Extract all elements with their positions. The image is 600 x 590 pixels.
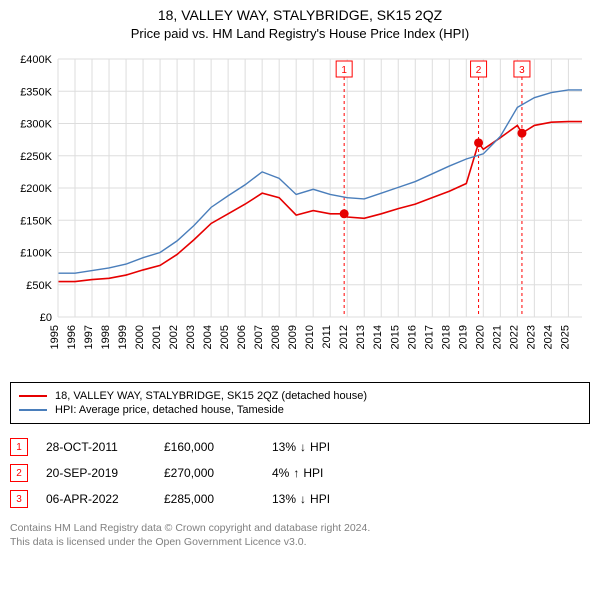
- x-tick-label: 1995: [49, 325, 61, 349]
- event-vs-hpi: 4%↑HPI: [272, 466, 382, 480]
- svg-text:£300K: £300K: [20, 119, 52, 131]
- x-tick-label: 1996: [66, 325, 78, 349]
- event-index-box: 2: [10, 464, 28, 482]
- x-tick-label: 2015: [389, 325, 401, 349]
- svg-text:1: 1: [341, 65, 347, 76]
- x-tick-label: 1997: [83, 325, 95, 349]
- svg-text:£350K: £350K: [20, 86, 52, 98]
- x-tick-label: 2019: [457, 325, 469, 349]
- x-tick-label: 2014: [372, 325, 384, 349]
- events-table: 1 28-OCT-2011 £160,000 13%↓HPI 2 20-SEP-2019 £…: [10, 434, 590, 512]
- sale-dot: [340, 209, 349, 218]
- x-tick-label: 1998: [100, 325, 112, 349]
- event-date: 28-OCT-2011: [46, 440, 146, 454]
- event-vs-hpi: 13%↓HPI: [272, 440, 382, 454]
- legend: 18, VALLEY WAY, STALYBRIDGE, SK15 2QZ (d…: [10, 382, 590, 424]
- event-price: £285,000: [164, 492, 254, 506]
- legend-swatch: [19, 395, 47, 397]
- x-tick-label: 2008: [270, 325, 282, 349]
- arrow-up-icon: ↑: [293, 466, 299, 480]
- price-chart: £0 £50K £100K £150K £200K £250K £300K £350K £400…: [10, 49, 590, 374]
- x-tick-label: 2022: [508, 325, 520, 349]
- svg-text:£100K: £100K: [20, 248, 52, 260]
- x-tick-label: 2006: [236, 325, 248, 349]
- event-vs-hpi: 13%↓HPI: [272, 492, 382, 506]
- series-hpi: [58, 90, 582, 273]
- x-tick-label: 2012: [338, 325, 350, 349]
- x-tick-label: 2023: [525, 325, 537, 349]
- arrow-down-icon: ↓: [300, 440, 306, 454]
- sale-dot: [517, 129, 526, 138]
- legend-item: HPI: Average price, detached house, Tame…: [19, 403, 581, 417]
- x-tick-label: 2024: [542, 325, 554, 349]
- x-tick-label: 2005: [219, 325, 231, 349]
- x-tick-label: 2025: [559, 325, 571, 349]
- legend-label: HPI: Average price, detached house, Tame…: [55, 404, 284, 416]
- event-index-box: 1: [10, 438, 28, 456]
- svg-text:£400K: £400K: [20, 54, 52, 66]
- attribution-line: Contains HM Land Registry data © Crown c…: [10, 522, 590, 536]
- legend-swatch: [19, 409, 47, 411]
- x-tick-label: 2021: [491, 325, 503, 349]
- sale-dot: [474, 139, 483, 148]
- x-tick-label: 2010: [304, 325, 316, 349]
- legend-label: 18, VALLEY WAY, STALYBRIDGE, SK15 2QZ (d…: [55, 390, 367, 402]
- event-index-box: 3: [10, 490, 28, 508]
- x-tick-label: 2001: [151, 325, 163, 349]
- attribution-line: This data is licensed under the Open Gov…: [10, 536, 590, 550]
- x-tick-label: 2009: [287, 325, 299, 349]
- event-price: £270,000: [164, 466, 254, 480]
- x-tick-label: 2011: [321, 325, 333, 349]
- event-row: 3 06-APR-2022 £285,000 13%↓HPI: [10, 486, 590, 512]
- svg-text:£50K: £50K: [26, 280, 52, 292]
- x-tick-label: 2002: [168, 325, 180, 349]
- series-property: [58, 122, 582, 282]
- event-date: 06-APR-2022: [46, 492, 146, 506]
- event-date: 20-SEP-2019: [46, 466, 146, 480]
- svg-text:£200K: £200K: [20, 183, 52, 195]
- svg-text:£0: £0: [40, 312, 52, 324]
- legend-item: 18, VALLEY WAY, STALYBRIDGE, SK15 2QZ (d…: [19, 389, 581, 403]
- event-row: 2 20-SEP-2019 £270,000 4%↑HPI: [10, 460, 590, 486]
- event-price: £160,000: [164, 440, 254, 454]
- page-title: 18, VALLEY WAY, STALYBRIDGE, SK15 2QZ: [0, 6, 600, 24]
- svg-text:2: 2: [476, 65, 482, 76]
- x-tick-label: 2007: [253, 325, 265, 349]
- attribution: Contains HM Land Registry data © Crown c…: [10, 522, 590, 549]
- svg-text:£150K: £150K: [20, 215, 52, 227]
- svg-text:£250K: £250K: [20, 151, 52, 163]
- x-tick-label: 2017: [423, 325, 435, 349]
- x-tick-label: 2013: [355, 325, 367, 349]
- event-row: 1 28-OCT-2011 £160,000 13%↓HPI: [10, 434, 590, 460]
- x-tick-label: 2020: [474, 325, 486, 349]
- svg-text:3: 3: [519, 65, 525, 76]
- x-tick-label: 2018: [440, 325, 452, 349]
- x-tick-label: 2016: [406, 325, 418, 349]
- arrow-down-icon: ↓: [300, 492, 306, 506]
- x-tick-label: 2004: [202, 325, 214, 349]
- x-tick-label: 2003: [185, 325, 197, 349]
- x-tick-label: 1999: [117, 325, 129, 349]
- x-tick-label: 2000: [134, 325, 146, 349]
- page-subtitle: Price paid vs. HM Land Registry's House …: [0, 26, 600, 41]
